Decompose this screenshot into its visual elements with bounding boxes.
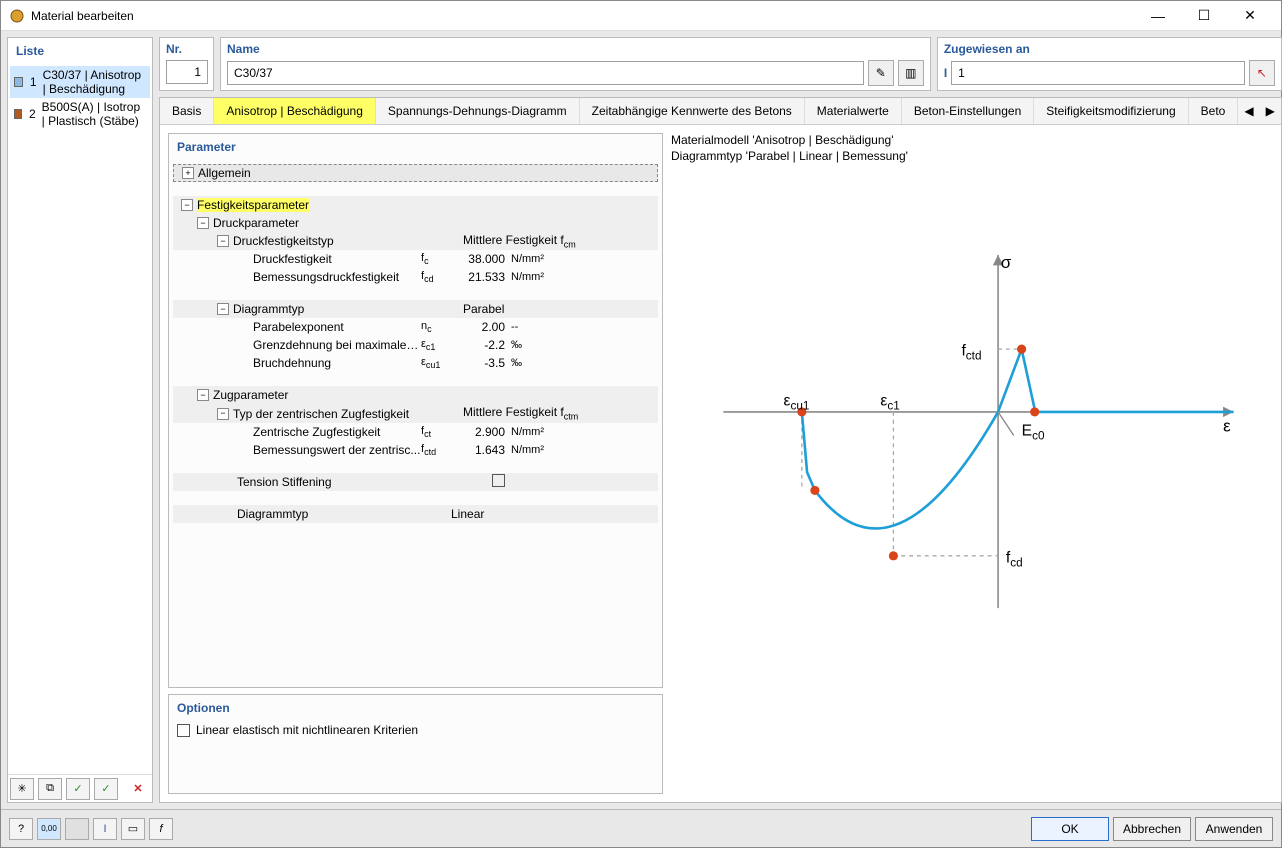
titlebar: Material bearbeiten — ☐ ✕ bbox=[1, 1, 1281, 31]
tension-stiff-checkbox[interactable] bbox=[492, 474, 505, 487]
delete-icon[interactable]: ✕ bbox=[126, 778, 150, 800]
list-num: 2 bbox=[28, 107, 35, 121]
list-item[interactable]: 2 B500S(A) | Isotrop | Plastisch (Stäbe) bbox=[10, 98, 150, 130]
stress-strain-diagram: σ ε bbox=[671, 205, 1273, 645]
collapse-icon[interactable]: − bbox=[197, 389, 209, 401]
tree-group-zugparam[interactable]: − Zugparameter bbox=[173, 386, 658, 404]
edit-icon[interactable]: ✎ bbox=[868, 60, 894, 86]
assigned-input[interactable] bbox=[951, 61, 1245, 85]
parameter-panel: Parameter + Allgemein − Festigkeitsparam… bbox=[168, 133, 663, 688]
tab-scroll-left-icon[interactable]: ◀ bbox=[1238, 100, 1259, 122]
diagram-title-1: Materialmodell 'Anisotrop | Beschädigung… bbox=[671, 133, 1273, 147]
check2-icon[interactable]: ✓ bbox=[94, 778, 118, 800]
help-icon[interactable]: ? bbox=[9, 818, 33, 840]
tab-beto[interactable]: Beto bbox=[1189, 98, 1239, 124]
tab-zeitabhaengig[interactable]: Zeitabhängige Kennwerte des Betons bbox=[580, 98, 805, 124]
options-header: Optionen bbox=[177, 701, 654, 715]
list-item[interactable]: 1 C30/37 | Anisotrop | Beschädigung bbox=[10, 66, 150, 98]
svg-text:ε: ε bbox=[1223, 417, 1231, 436]
bottom-toolbar: ? 0,00 I ▭ f OK Abbrechen Anwenden bbox=[1, 809, 1281, 847]
list-label: C30/37 | Anisotrop | Beschädigung bbox=[43, 68, 146, 96]
svg-text:fctd: fctd bbox=[961, 343, 981, 363]
check-icon[interactable]: ✓ bbox=[66, 778, 90, 800]
svg-text:σ: σ bbox=[1001, 253, 1012, 272]
linear-elastic-label: Linear elastisch mit nichtlinearen Krite… bbox=[196, 723, 418, 737]
diagram-title-2: Diagrammtyp 'Parabel | Linear | Bemessun… bbox=[671, 149, 1273, 163]
tree-group-festigkeit[interactable]: − Festigkeitsparameter bbox=[173, 196, 658, 214]
list-header: Liste bbox=[8, 38, 152, 64]
list-toolbar: ✳ ⧉ ✓ ✓ ✕ bbox=[8, 774, 152, 802]
material-list: 1 C30/37 | Anisotrop | Beschädigung 2 B5… bbox=[8, 64, 152, 774]
collapse-icon[interactable]: − bbox=[181, 199, 193, 211]
tree-group-druckparam[interactable]: − Druckparameter bbox=[173, 214, 658, 232]
expand-icon[interactable]: + bbox=[182, 167, 194, 179]
beam-config-icon[interactable]: I bbox=[93, 818, 117, 840]
svg-text:εc1: εc1 bbox=[880, 392, 899, 412]
tab-spannung[interactable]: Spannungs-Dehnungs-Diagramm bbox=[376, 98, 580, 124]
linear-elastic-checkbox[interactable] bbox=[177, 724, 190, 737]
tree-row-tension-stiff[interactable]: Tension Stiffening bbox=[173, 473, 658, 491]
collapse-icon[interactable]: − bbox=[197, 217, 209, 229]
tree-row-parabelexp: Parabelexponent nc 2.00 -- bbox=[173, 318, 658, 336]
new-icon[interactable]: ✳ bbox=[10, 778, 34, 800]
tree-row-druckfest: Druckfestigkeit fc 38.000 N/mm² bbox=[173, 250, 658, 268]
tab-anisotrop[interactable]: Anisotrop | Beschädigung bbox=[214, 98, 376, 124]
window-title: Material bearbeiten bbox=[31, 9, 1135, 23]
cancel-button[interactable]: Abbrechen bbox=[1113, 817, 1191, 841]
beam-icon: I bbox=[944, 66, 947, 80]
collapse-icon[interactable]: − bbox=[217, 235, 229, 247]
tree-row-bemdruck: Bemessungsdruckfestigkeit fcd 21.533 N/m… bbox=[173, 268, 658, 286]
color-swatch bbox=[14, 109, 22, 119]
svg-text:Ec0: Ec0 bbox=[1022, 422, 1045, 442]
fx-icon[interactable]: f bbox=[149, 818, 173, 840]
units-icon[interactable]: 0,00 bbox=[37, 818, 61, 840]
tree-row-grenzdehnung: Grenzdehnung bei maximaler ... εc1 -2.2 … bbox=[173, 336, 658, 354]
app-icon bbox=[9, 8, 25, 24]
tree-group-zugtyp[interactable]: − Typ der zentrischen Zugfestigkeit Mitt… bbox=[173, 404, 658, 422]
tab-materialwerte[interactable]: Materialwerte bbox=[805, 98, 902, 124]
assigned-group: Zugewiesen an I ↖ bbox=[937, 37, 1282, 91]
ok-button[interactable]: OK bbox=[1031, 817, 1109, 841]
maximize-button[interactable]: ☐ bbox=[1181, 2, 1227, 30]
assigned-label: Zugewiesen an bbox=[944, 42, 1275, 56]
diagram-panel: Materialmodell 'Anisotrop | Beschädigung… bbox=[671, 133, 1273, 794]
tree-group-allgemein[interactable]: + Allgemein bbox=[173, 164, 658, 182]
svg-text:fcd: fcd bbox=[1006, 549, 1023, 569]
name-input[interactable] bbox=[227, 61, 864, 85]
color-icon[interactable] bbox=[65, 818, 89, 840]
tree-row-bruchdehnung: Bruchdehnung εcu1 -3.5 ‰ bbox=[173, 354, 658, 372]
tree-row-zugfest: Zentrische Zugfestigkeit fct 2.900 N/mm² bbox=[173, 423, 658, 441]
tabs: Basis Anisotrop | Beschädigung Spannungs… bbox=[160, 98, 1281, 125]
list-label: B500S(A) | Isotrop | Plastisch (Stäbe) bbox=[42, 100, 146, 128]
list-num: 1 bbox=[29, 75, 37, 89]
name-label: Name bbox=[227, 42, 924, 56]
svg-text:εcu1: εcu1 bbox=[784, 392, 810, 412]
display-icon[interactable]: ▭ bbox=[121, 818, 145, 840]
color-swatch bbox=[14, 77, 23, 87]
tab-beton-einst[interactable]: Beton-Einstellungen bbox=[902, 98, 1034, 124]
nr-label: Nr. bbox=[166, 42, 207, 56]
tree-row-diagrammtyp-z: Diagrammtyp Linear bbox=[173, 505, 658, 523]
collapse-icon[interactable]: − bbox=[217, 303, 229, 315]
close-button[interactable]: ✕ bbox=[1227, 2, 1273, 30]
tab-scroll-right-icon[interactable]: ▶ bbox=[1260, 100, 1281, 122]
nr-input[interactable] bbox=[166, 60, 208, 84]
library-icon[interactable]: ▥ bbox=[898, 60, 924, 86]
tree-group-diagrammtyp-d[interactable]: − Diagrammtyp Parabel bbox=[173, 300, 658, 318]
options-panel: Optionen Linear elastisch mit nichtlinea… bbox=[168, 694, 663, 794]
parameter-tree: + Allgemein − Festigkeitsparameter − bbox=[169, 160, 662, 527]
tab-steifigkeit[interactable]: Steifigkeitsmodifizierung bbox=[1034, 98, 1188, 124]
tree-group-druckfesttyp[interactable]: − Druckfestigkeitstyp Mittlere Festigkei… bbox=[173, 232, 658, 250]
tree-row-bemzug: Bemessungswert der zentrisc... fctd 1.64… bbox=[173, 441, 658, 459]
apply-button[interactable]: Anwenden bbox=[1195, 817, 1273, 841]
tab-basis[interactable]: Basis bbox=[160, 98, 214, 124]
collapse-icon[interactable]: − bbox=[217, 408, 229, 420]
parameter-header: Parameter bbox=[169, 134, 662, 160]
minimize-button[interactable]: — bbox=[1135, 2, 1181, 30]
list-panel: Liste 1 C30/37 | Anisotrop | Beschädigun… bbox=[7, 37, 153, 803]
pick-icon[interactable]: ↖ bbox=[1249, 60, 1275, 86]
name-group: Name ✎ ▥ bbox=[220, 37, 931, 91]
copy-icon[interactable]: ⧉ bbox=[38, 778, 62, 800]
nr-group: Nr. bbox=[159, 37, 214, 91]
